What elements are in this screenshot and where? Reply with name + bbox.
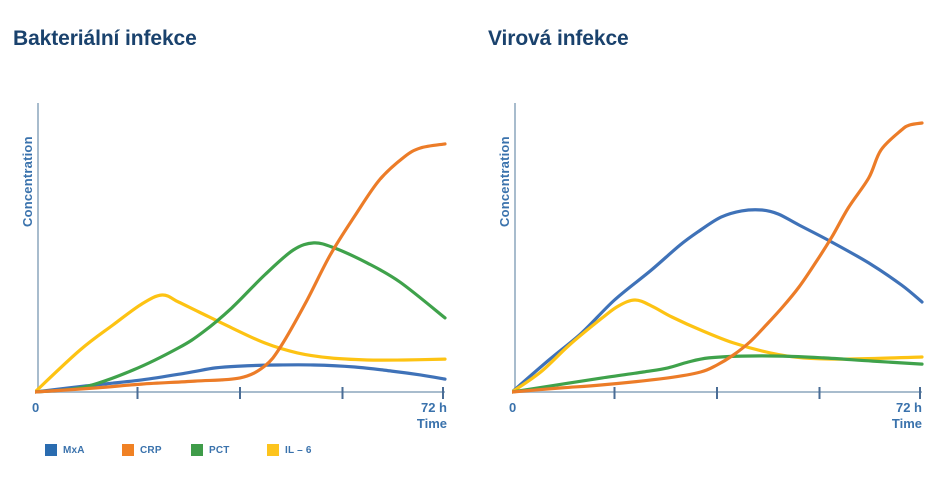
series-curve-PCT: [35, 241, 447, 394]
series-curve-MxA: [512, 208, 924, 394]
legend-item-pct: PCT: [191, 444, 230, 456]
legend-item-mxa: MxA: [45, 444, 85, 456]
chart-title-viral: Virová infekce: [488, 27, 629, 50]
x-axis-title-viral: Time: [891, 416, 922, 431]
x-end-label-viral: 72 h: [895, 400, 922, 415]
legend-label-il6: IL – 6: [285, 444, 312, 456]
bacterial-infection-plot: [35, 103, 447, 399]
series-curve-IL – 6: [512, 298, 924, 394]
x-end-label-bacterial: 72 h: [420, 400, 447, 415]
x-axis-title-bacterial: Time: [416, 416, 447, 431]
viral-infection-plot: [512, 103, 924, 399]
legend-label-mxa: MxA: [63, 444, 85, 456]
series-curve-IL – 6: [35, 293, 447, 394]
series-curve-MxA: [35, 363, 447, 394]
x-start-label-bacterial: 0: [32, 400, 40, 415]
legend-swatch-crp: [122, 444, 134, 456]
legend-swatch-pct: [191, 444, 203, 456]
legend-label-crp: CRP: [140, 444, 162, 456]
series-curve-CRP: [35, 142, 447, 394]
legend-item-il6: IL – 6: [267, 444, 312, 456]
legend-label-pct: PCT: [209, 444, 230, 456]
legend: MxA CRP PCT IL – 6: [0, 444, 936, 460]
chart-title-bacterial: Bakteriální infekce: [13, 27, 197, 50]
y-axis-label-viral: Concentration: [497, 136, 512, 227]
legend-swatch-mxa: [45, 444, 57, 456]
y-axis-label-bacterial: Concentration: [20, 136, 35, 227]
legend-item-crp: CRP: [122, 444, 162, 456]
x-start-label-viral: 0: [509, 400, 517, 415]
series-curve-PCT: [512, 354, 924, 394]
legend-swatch-il6: [267, 444, 279, 456]
series-curve-CRP: [512, 121, 924, 394]
